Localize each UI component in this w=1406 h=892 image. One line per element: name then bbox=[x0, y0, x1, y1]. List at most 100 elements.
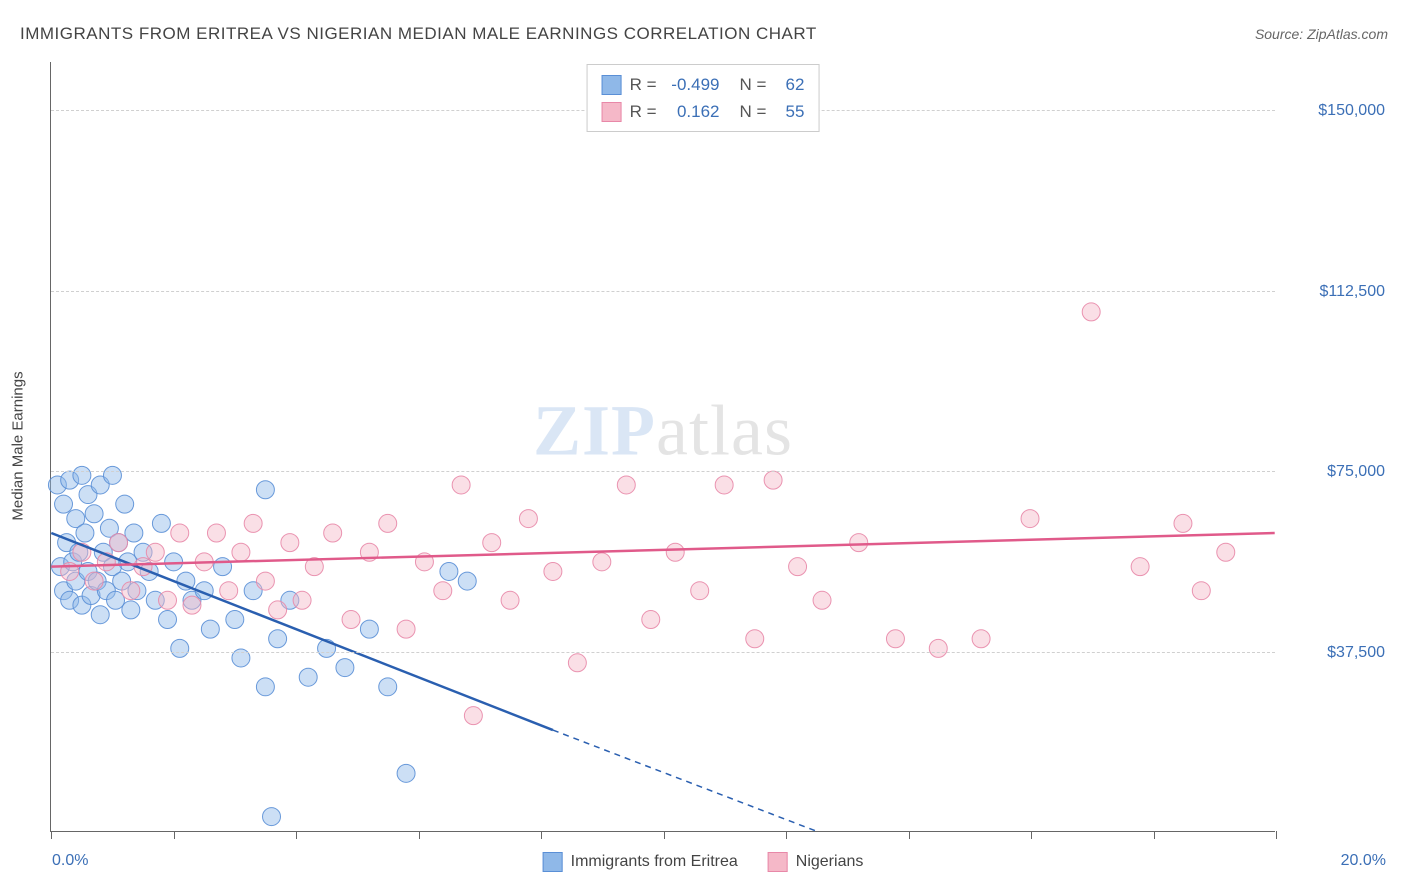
x-tick bbox=[1031, 831, 1032, 839]
data-point bbox=[440, 562, 458, 580]
legend-swatch bbox=[602, 75, 622, 95]
n-label: N = bbox=[740, 98, 767, 125]
y-tick-label: $150,000 bbox=[1285, 102, 1385, 120]
data-point bbox=[379, 514, 397, 532]
data-point bbox=[464, 707, 482, 725]
r-label: R = bbox=[630, 71, 657, 98]
data-point bbox=[122, 601, 140, 619]
data-point bbox=[458, 572, 476, 590]
y-tick-label: $75,000 bbox=[1285, 463, 1385, 481]
data-point bbox=[159, 591, 177, 609]
data-point bbox=[379, 678, 397, 696]
data-point bbox=[244, 514, 262, 532]
gridline-h: $112,500 bbox=[51, 291, 1275, 292]
data-point bbox=[91, 606, 109, 624]
stats-legend-box: R =-0.499N =62R =0.162N =55 bbox=[587, 64, 820, 132]
legend-item: Immigrants from Eritrea bbox=[543, 852, 738, 872]
data-point bbox=[110, 534, 128, 552]
data-point bbox=[85, 505, 103, 523]
data-point bbox=[850, 534, 868, 552]
data-point bbox=[269, 601, 287, 619]
data-point bbox=[256, 678, 274, 696]
data-point bbox=[1131, 558, 1149, 576]
data-point bbox=[434, 582, 452, 600]
data-point bbox=[972, 630, 990, 648]
scatter-svg bbox=[51, 62, 1275, 831]
data-point bbox=[483, 534, 501, 552]
y-axis-title: Median Male Earnings bbox=[10, 371, 27, 520]
data-point bbox=[171, 639, 189, 657]
data-point bbox=[232, 543, 250, 561]
data-point bbox=[1192, 582, 1210, 600]
data-point bbox=[269, 630, 287, 648]
x-tick bbox=[541, 831, 542, 839]
stats-legend-row: R =0.162N =55 bbox=[602, 98, 805, 125]
data-point bbox=[617, 476, 635, 494]
x-min-label: 0.0% bbox=[52, 852, 88, 870]
data-point bbox=[293, 591, 311, 609]
data-point bbox=[73, 466, 91, 484]
x-tick bbox=[296, 831, 297, 839]
data-point bbox=[789, 558, 807, 576]
data-point bbox=[715, 476, 733, 494]
x-tick bbox=[786, 831, 787, 839]
x-tick bbox=[174, 831, 175, 839]
n-label: N = bbox=[740, 71, 767, 98]
x-tick bbox=[51, 831, 52, 839]
data-point bbox=[691, 582, 709, 600]
data-point bbox=[122, 582, 140, 600]
y-tick-label: $112,500 bbox=[1285, 283, 1385, 301]
chart-plot-area: ZIPatlas $37,500$75,000$112,500$150,000 bbox=[50, 62, 1275, 832]
data-point bbox=[226, 611, 244, 629]
data-point bbox=[299, 668, 317, 686]
data-point bbox=[256, 481, 274, 499]
data-point bbox=[263, 808, 281, 826]
data-point bbox=[103, 466, 121, 484]
r-value: -0.499 bbox=[665, 71, 720, 98]
data-point bbox=[746, 630, 764, 648]
data-point bbox=[281, 534, 299, 552]
data-point bbox=[1021, 510, 1039, 528]
source-value: ZipAtlas.com bbox=[1307, 26, 1388, 42]
data-point bbox=[1217, 543, 1235, 561]
x-tick bbox=[909, 831, 910, 839]
x-tick bbox=[419, 831, 420, 839]
trend-line-extrapolated bbox=[553, 730, 816, 831]
data-point bbox=[1174, 514, 1192, 532]
data-point bbox=[336, 659, 354, 677]
legend-label: Nigerians bbox=[796, 853, 864, 871]
data-point bbox=[220, 582, 238, 600]
legend-label: Immigrants from Eritrea bbox=[571, 853, 738, 871]
data-point bbox=[666, 543, 684, 561]
data-point bbox=[452, 476, 470, 494]
data-point bbox=[642, 611, 660, 629]
x-max-label: 20.0% bbox=[1341, 852, 1386, 870]
data-point bbox=[813, 591, 831, 609]
data-point bbox=[764, 471, 782, 489]
source-label: Source: bbox=[1255, 26, 1303, 42]
x-tick bbox=[664, 831, 665, 839]
data-point bbox=[107, 591, 125, 609]
data-point bbox=[593, 553, 611, 571]
series-legend: Immigrants from Eritrea Nigerians bbox=[543, 852, 864, 872]
data-point bbox=[159, 611, 177, 629]
legend-swatch bbox=[768, 852, 788, 872]
data-point bbox=[152, 514, 170, 532]
x-tick bbox=[1154, 831, 1155, 839]
data-point bbox=[201, 620, 219, 638]
r-value: 0.162 bbox=[665, 98, 720, 125]
gridline-h: $75,000 bbox=[51, 471, 1275, 472]
data-point bbox=[342, 611, 360, 629]
data-point bbox=[397, 620, 415, 638]
data-point bbox=[360, 620, 378, 638]
data-point bbox=[519, 510, 537, 528]
data-point bbox=[544, 562, 562, 580]
source-attribution: Source: ZipAtlas.com bbox=[1255, 26, 1388, 42]
chart-title: IMMIGRANTS FROM ERITREA VS NIGERIAN MEDI… bbox=[20, 24, 817, 44]
x-tick bbox=[1276, 831, 1277, 839]
data-point bbox=[929, 639, 947, 657]
data-point bbox=[55, 495, 73, 513]
data-point bbox=[397, 764, 415, 782]
data-point bbox=[568, 654, 586, 672]
data-point bbox=[324, 524, 342, 542]
